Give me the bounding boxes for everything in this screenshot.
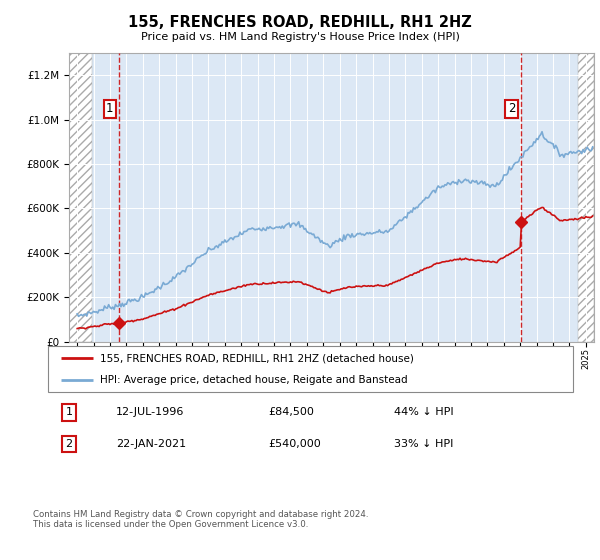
Text: 44% ↓ HPI: 44% ↓ HPI xyxy=(395,408,454,417)
Text: 22-JAN-2021: 22-JAN-2021 xyxy=(116,439,187,449)
Text: Price paid vs. HM Land Registry's House Price Index (HPI): Price paid vs. HM Land Registry's House … xyxy=(140,32,460,43)
Text: 155, FRENCHES ROAD, REDHILL, RH1 2HZ: 155, FRENCHES ROAD, REDHILL, RH1 2HZ xyxy=(128,15,472,30)
Text: 33% ↓ HPI: 33% ↓ HPI xyxy=(395,439,454,449)
Text: £540,000: £540,000 xyxy=(269,439,321,449)
Text: 1: 1 xyxy=(65,408,73,417)
FancyBboxPatch shape xyxy=(48,346,573,392)
Text: £84,500: £84,500 xyxy=(269,408,314,417)
Text: 12-JUL-1996: 12-JUL-1996 xyxy=(116,408,185,417)
Text: HPI: Average price, detached house, Reigate and Banstead: HPI: Average price, detached house, Reig… xyxy=(101,375,408,385)
Bar xyxy=(578,53,594,342)
Text: Contains HM Land Registry data © Crown copyright and database right 2024.
This d: Contains HM Land Registry data © Crown c… xyxy=(33,510,368,529)
Bar xyxy=(69,53,92,342)
Text: 2: 2 xyxy=(508,102,515,115)
Text: 2: 2 xyxy=(65,439,73,449)
Text: 155, FRENCHES ROAD, REDHILL, RH1 2HZ (detached house): 155, FRENCHES ROAD, REDHILL, RH1 2HZ (de… xyxy=(101,353,415,363)
Text: 1: 1 xyxy=(106,102,113,115)
